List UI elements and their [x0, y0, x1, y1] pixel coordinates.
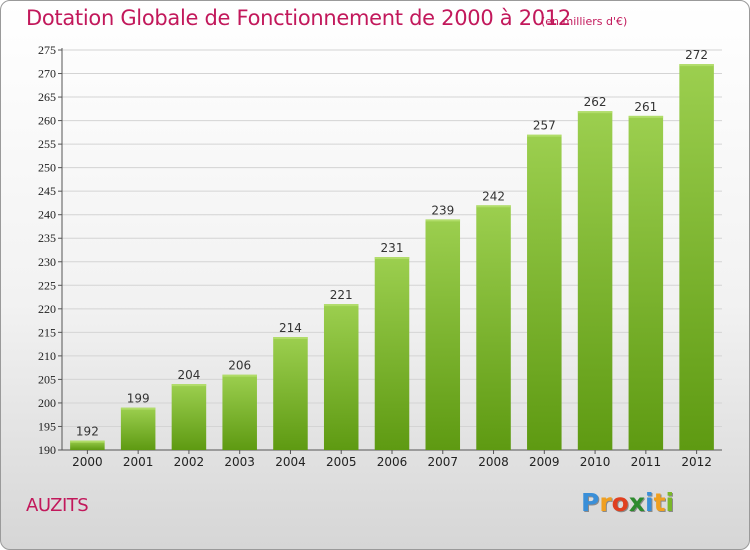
bar	[70, 440, 105, 450]
value-label: 262	[584, 95, 607, 109]
x-tick-label: 2005	[326, 455, 357, 469]
bar	[527, 134, 562, 451]
bar-highlight	[527, 134, 562, 137]
value-label: 214	[279, 321, 302, 335]
value-labels: 192 199 204 206 214 221 231 239 242 257 262 261 272	[76, 48, 708, 438]
value-label: 231	[381, 241, 404, 255]
y-tick-label: 255	[38, 137, 56, 151]
y-axis-ticks: 190 195 200 205 210 215 220 225 230 235 240 245 250 2…	[38, 43, 62, 457]
value-label: 242	[482, 189, 505, 203]
bar	[222, 374, 257, 450]
y-tick-label: 245	[38, 184, 56, 198]
x-tick-label: 2006	[377, 455, 408, 469]
logo-letter: x	[628, 488, 645, 517]
logo-letter: P	[581, 488, 600, 517]
logo-letter: i	[645, 488, 654, 517]
y-tick-label: 240	[38, 208, 56, 222]
value-label: 257	[533, 119, 556, 133]
bar-highlight	[171, 384, 207, 387]
bar	[425, 219, 461, 450]
value-label: 206	[228, 359, 251, 373]
bar	[120, 407, 156, 450]
y-tick-label: 265	[38, 90, 56, 104]
chart-subtitle: (en milliers d'€)	[541, 15, 628, 28]
value-label: 239	[431, 203, 454, 217]
value-label: 221	[330, 288, 353, 302]
x-tick-label: 2007	[427, 455, 458, 469]
x-tick-label: 2003	[224, 455, 255, 469]
bar	[323, 304, 359, 450]
commune-name: AUZITS	[26, 495, 89, 516]
bar-highlight	[273, 337, 308, 340]
x-tick-label: 2004	[275, 455, 306, 469]
value-label: 199	[127, 392, 150, 406]
x-tick-label: 2012	[681, 455, 712, 469]
bar	[476, 205, 511, 450]
y-tick-label: 195	[38, 419, 56, 433]
y-tick-label: 235	[38, 231, 56, 245]
bar-highlight	[120, 407, 156, 410]
x-tick-label: 2008	[478, 455, 509, 469]
x-tick-label: 2010	[580, 455, 611, 469]
x-tick-label: 2001	[123, 455, 154, 469]
y-tick-label: 190	[38, 443, 56, 457]
bar-highlight	[374, 257, 410, 260]
bar-highlight	[222, 374, 257, 377]
value-label: 204	[177, 368, 200, 382]
y-tick-label: 250	[38, 161, 56, 175]
bars	[70, 64, 714, 451]
x-tick-label: 2011	[631, 455, 662, 469]
x-tick-label: 2000	[72, 455, 103, 469]
bar-highlight	[628, 115, 664, 118]
bar	[679, 64, 714, 450]
y-tick-label: 275	[38, 43, 56, 57]
logo-letter: t	[653, 488, 666, 517]
y-tick-label: 225	[38, 278, 56, 292]
y-tick-label: 200	[38, 396, 56, 410]
bar-highlight	[476, 205, 511, 208]
x-tick-label: 2002	[174, 455, 205, 469]
y-tick-label: 205	[38, 372, 56, 386]
bar	[628, 115, 664, 450]
chart-title: Dotation Globale de Fonctionnement de 20…	[26, 6, 571, 30]
y-tick-label: 215	[38, 325, 56, 339]
y-tick-label: 270	[38, 67, 56, 81]
bar-highlight	[323, 304, 359, 307]
y-tick-label: 210	[38, 349, 56, 363]
value-label: 261	[634, 100, 657, 114]
bar-highlight	[425, 219, 461, 222]
y-tick-label: 260	[38, 114, 56, 128]
value-label: 272	[685, 48, 708, 62]
bar	[171, 384, 207, 450]
y-tick-label: 220	[38, 302, 56, 316]
bar-highlight	[679, 64, 714, 67]
logo-letter: o	[611, 488, 629, 517]
y-tick-label: 230	[38, 255, 56, 269]
proxiti-logo[interactable]: Proxiti	[581, 488, 674, 517]
x-axis-labels: 2000 2001 2002 2003 2004 2005 2006 2007 2008 2009…	[72, 450, 712, 469]
x-tick-label: 2009	[529, 455, 560, 469]
bar	[374, 257, 410, 450]
logo-letter: i	[665, 488, 675, 517]
bar	[577, 111, 613, 451]
bar-highlight	[577, 111, 613, 114]
value-label: 192	[76, 425, 99, 439]
bar-highlight	[70, 440, 105, 443]
logo-letter: r	[599, 488, 612, 517]
bar	[273, 337, 308, 450]
